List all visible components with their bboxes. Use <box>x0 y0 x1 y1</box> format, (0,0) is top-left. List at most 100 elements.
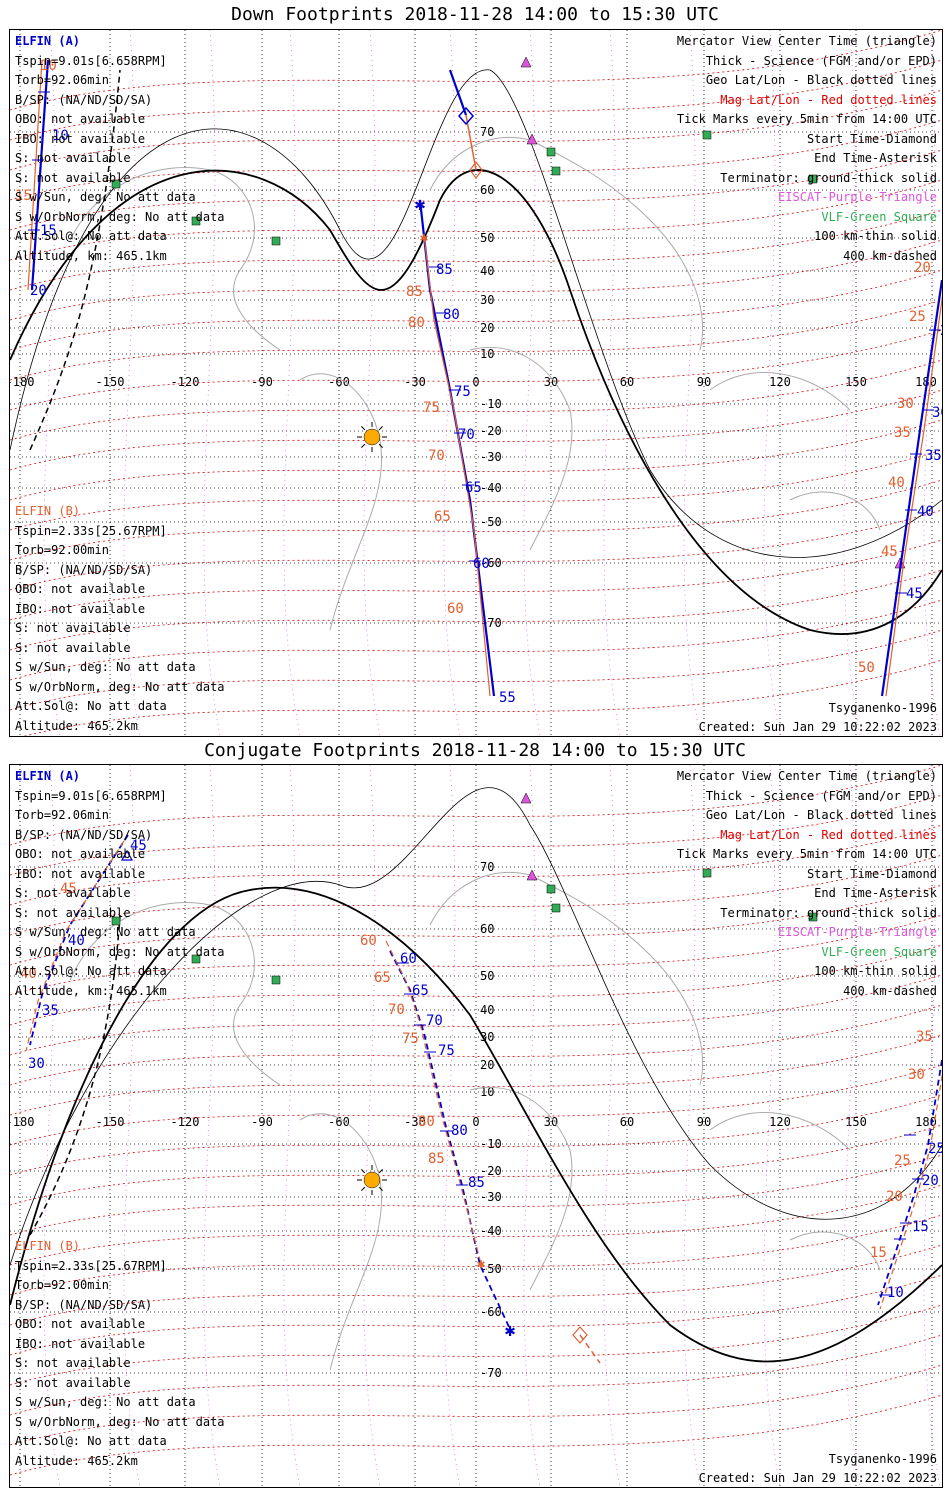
legend-item: EISCAT-Purple Triangle <box>778 925 937 939</box>
info-line: B/SP: (NA/ND/SD/SA) <box>15 1297 153 1312</box>
vlf-square <box>808 174 818 184</box>
elfin-b-info: ELFIN (B) Tspin=2.33s[25.67RPM] Torb=92.… <box>15 502 225 736</box>
elfin-a-tick-label: 75 <box>454 384 471 400</box>
end-asterisk: ✱ <box>505 1320 516 1341</box>
down-footprints-map: -180-150-120-90-60-300306090120150180706… <box>10 30 942 736</box>
elfin-b-tick-label: 65 <box>434 509 451 525</box>
lon-label: 90 <box>697 1115 711 1129</box>
mag-parallel <box>10 359 942 441</box>
lat-label: 50 <box>480 231 494 245</box>
info-line: OBO: not available <box>15 112 146 126</box>
sun-ray <box>361 426 366 431</box>
terminator-400km <box>29 69 121 451</box>
coastline <box>789 1231 881 1271</box>
elfin-a-tick-label: 75 <box>438 1043 455 1059</box>
sun-ray <box>378 1169 383 1174</box>
legend-item: Mercator View Center Time (triangle) <box>676 769 937 783</box>
elfin-a-tick-label: 70 <box>426 1013 443 1029</box>
elfin-a-tick-label: 55 <box>499 690 516 706</box>
legend-item: Thick - Science (FGM and/or EPD) <box>705 788 937 803</box>
elfin-a-track <box>877 1059 942 1306</box>
mag-parallel <box>10 299 942 381</box>
lon-label: 60 <box>620 375 634 389</box>
lon-label: -180 <box>10 1115 34 1129</box>
info-line: OBO: not available <box>15 1317 146 1331</box>
lat-label: -20 <box>480 424 502 438</box>
elfin-a-tick-label: 10 <box>52 128 69 144</box>
coastline <box>429 871 704 1086</box>
mag-meridian <box>523 30 541 736</box>
lat-label: -40 <box>480 1224 502 1238</box>
vlf-square <box>111 916 121 926</box>
start-diamond <box>469 161 483 179</box>
start-diamond <box>572 1326 588 1344</box>
end-asterisk: ✱ <box>415 194 426 215</box>
elfin-a-info: ELFIN (A) Tspin=9.01s[6.658RPM] Torb=92.… <box>15 767 225 1001</box>
mag-meridian <box>603 30 621 736</box>
elfin-a-tick-label: 15 <box>912 1219 929 1235</box>
info-line: OBO: not available <box>15 847 146 861</box>
mag-meridian <box>363 30 381 736</box>
elfin-b-tick-label: 70 <box>388 1002 405 1018</box>
mag-meridian <box>43 30 61 736</box>
conjugate-footprints-map: -180 -150 -120 -90 -60 -30 0 30 60 90 120 150 180 70 6… <box>10 765 942 1487</box>
info-line: Altitude: 465.2km <box>15 718 138 733</box>
info-line: Tspin=2.33s[25.67RPM] <box>15 1258 167 1273</box>
elfin-b-tick-label: 25 <box>909 309 926 325</box>
info-line: S: not available <box>15 886 131 900</box>
sun-ray <box>361 1169 366 1174</box>
conjugate-footprints-panel: -180 -150 -120 -90 -60 -30 0 30 60 90 120 150 180 70 6… <box>9 764 943 1488</box>
vlf-square <box>546 884 556 894</box>
terminator-ground <box>10 169 942 635</box>
terminator-100km <box>10 787 942 1266</box>
vlf-square <box>551 903 561 913</box>
elfin-b-tick-label: 15 <box>15 188 32 204</box>
lat-label: -20 <box>480 1164 502 1178</box>
sun-ray <box>378 443 383 448</box>
lat-label: 10 <box>480 1085 494 1099</box>
view-center-triangle <box>120 849 134 861</box>
terminator-ground <box>10 886 942 1363</box>
coastline <box>429 136 704 351</box>
elfin-a-tick-label: 45 <box>906 586 923 602</box>
elfin-b-tick-label: 80 <box>408 315 425 331</box>
vlf-square <box>111 179 121 189</box>
elfin-b-tick-label: 30 <box>908 1067 925 1083</box>
elfin-b-tick-label: 50 <box>858 660 875 676</box>
mag-parallel <box>10 1154 942 1236</box>
elfin-b-tick-label: 30 <box>897 396 914 412</box>
elfin-b-info: ELFIN (B) Tspin=2.33s[25.67RPM] Torb=92.… <box>15 1237 225 1471</box>
legend-item: 400 km-dashed <box>843 248 937 263</box>
lon-label: -90 <box>251 1115 273 1129</box>
elfin-a-tick-label: 35 <box>42 1003 59 1019</box>
vlf-square <box>702 868 712 878</box>
elfin-b-tick-label: 45 <box>60 881 77 897</box>
lat-label: -70 <box>480 1366 502 1380</box>
elfin-b-track <box>385 940 481 1261</box>
legend-item: 100 km-thin solid <box>814 964 937 978</box>
elfin-a-tick-label: 85 <box>436 262 453 278</box>
elfin-b-tick-label: 35 <box>894 425 911 441</box>
mag-meridian <box>203 30 221 736</box>
info-line: Att.Sol@: No att data <box>15 699 167 713</box>
info-line: Torb=92.06min <box>15 73 109 87</box>
vlf-square <box>271 236 281 246</box>
legend-item: Mercator View Center Time (triangle) <box>676 34 937 48</box>
mag-meridian <box>843 30 861 736</box>
mag-meridian <box>443 30 461 736</box>
legend-item: Terminator: ground-thick solid <box>720 905 937 920</box>
lon-label: 120 <box>769 1115 791 1129</box>
lat-label: 20 <box>480 321 494 335</box>
legend-item: Thick - Science (FGM and/or EPD) <box>705 53 937 68</box>
legend-item: 400 km-dashed <box>843 983 937 998</box>
elfin-b-tick-label: 85 <box>428 1151 445 1167</box>
legend-item: End Time-Asterisk <box>814 151 937 165</box>
info-line: Att.Sol@: No att data <box>15 1434 167 1448</box>
sun-icon <box>363 1171 381 1189</box>
coastline <box>299 373 382 631</box>
eiscat-triangle <box>520 56 532 68</box>
legend-item: Tick Marks every 5min from 14:00 UTC <box>676 847 937 861</box>
terminator-400km <box>29 914 121 1236</box>
mag-meridian <box>923 30 941 736</box>
elfin-b-tick-label: 45 <box>881 544 898 560</box>
